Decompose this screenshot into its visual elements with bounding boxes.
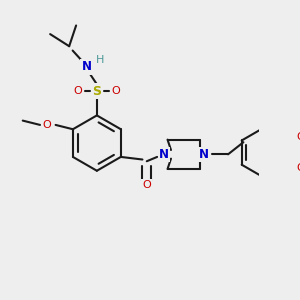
Text: O: O [74, 86, 82, 96]
Text: N: N [199, 148, 209, 161]
Text: O: O [112, 86, 120, 96]
Text: N: N [159, 148, 169, 161]
Text: O: O [43, 120, 51, 130]
Text: H: H [96, 55, 104, 65]
Text: O: O [142, 181, 151, 190]
Text: S: S [92, 85, 101, 98]
Text: N: N [82, 61, 92, 74]
Text: O: O [296, 132, 300, 142]
Text: O: O [296, 163, 300, 173]
